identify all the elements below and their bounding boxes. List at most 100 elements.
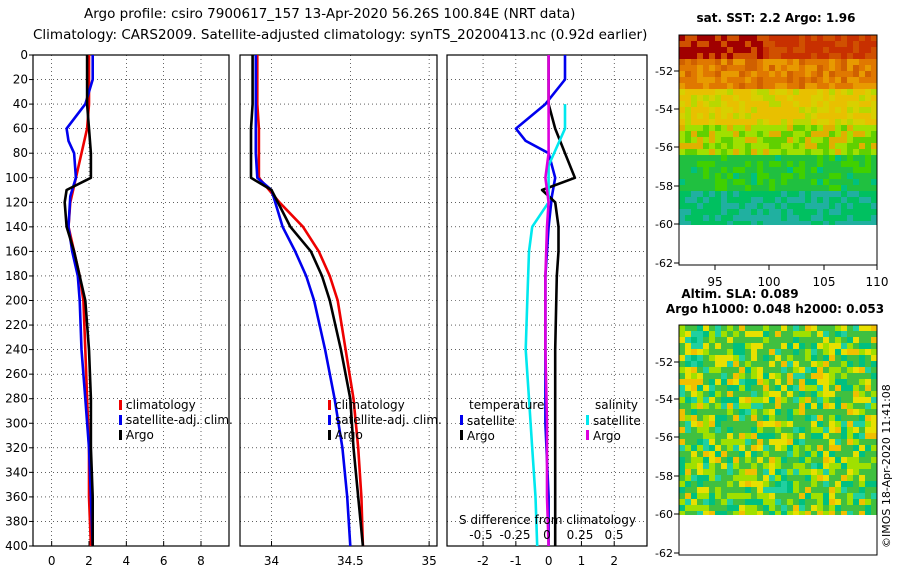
map-cell [775,385,781,391]
map-cell [685,337,691,343]
map-cell [835,379,841,385]
map-cell [823,511,829,517]
map-cell [751,155,757,161]
map-cell [691,451,697,457]
map-cell [799,95,805,101]
x-tick-label: 8 [197,554,205,568]
map-cell [733,95,739,101]
map-cell [697,361,703,367]
map-cell [745,179,751,185]
map-cell [835,71,841,77]
map-cell [841,101,847,107]
map-cell [739,385,745,391]
map-cell [805,203,811,209]
map-cell [775,439,781,445]
map-cell [811,361,817,367]
map-cell [685,379,691,385]
map-cell [721,53,727,59]
map-cell [847,343,853,349]
map-cell [739,511,745,517]
map-cell [685,487,691,493]
map-cell [763,505,769,511]
map-cell [865,343,871,349]
map-cell [739,149,745,155]
map-cell [841,373,847,379]
map-cell [871,155,877,161]
map-cell [757,185,763,191]
map-cell [865,475,871,481]
map-cell [757,65,763,71]
map-cell [745,47,751,53]
map-cell [787,149,793,155]
map-cell [763,475,769,481]
map-cell [751,493,757,499]
map-cell [727,107,733,113]
map-cell [817,155,823,161]
map-cell [757,95,763,101]
map-cell [847,445,853,451]
map-cell [703,131,709,137]
map-cell [685,415,691,421]
map-cell [865,59,871,65]
sst-x-tick-label: 110 [866,275,889,289]
map-cell [691,59,697,65]
map-cell [865,433,871,439]
map-cell [835,209,841,215]
map-cell [703,71,709,77]
map-cell [835,107,841,113]
map-cell [685,149,691,155]
map-cell [709,107,715,113]
map-cell [847,439,853,445]
map-cell [709,397,715,403]
map-cell [853,95,859,101]
map-cell [793,155,799,161]
map-cell [751,59,757,65]
map-cell [751,505,757,511]
map-cell [751,421,757,427]
map-cell [817,149,823,155]
map-cell [763,71,769,77]
map-cell [769,125,775,131]
sst-y-tick-label: -60 [655,218,673,231]
map-cell [691,215,697,221]
map-cell [709,415,715,421]
map-cell [841,89,847,95]
map-cell [727,409,733,415]
map-cell [859,499,865,505]
map-cell [793,325,799,331]
map-cell [847,221,853,227]
map-cell [679,463,685,469]
map-cell [805,433,811,439]
map-cell [793,113,799,119]
map-cell [811,83,817,89]
map-cell [727,427,733,433]
map-cell [781,71,787,77]
map-cell [829,179,835,185]
map-cell [679,137,685,143]
map-cell [781,203,787,209]
map-cell [823,343,829,349]
map-cell [769,77,775,83]
map-cell [721,71,727,77]
map-cell [697,35,703,41]
map-cell [763,113,769,119]
map-cell [745,391,751,397]
map-cell [697,397,703,403]
map-cell [865,337,871,343]
map-cell [835,191,841,197]
map-cell [859,325,865,331]
map-cell [823,65,829,71]
map-cell [745,167,751,173]
map-cell [841,433,847,439]
map-cell [811,113,817,119]
map-cell [865,107,871,113]
map-cell [829,191,835,197]
map-cell [769,457,775,463]
map-cell [787,47,793,53]
map-cell [679,173,685,179]
map-cell [733,427,739,433]
map-cell [769,95,775,101]
map-cell [727,41,733,47]
map-cell [709,161,715,167]
map-cell [679,397,685,403]
